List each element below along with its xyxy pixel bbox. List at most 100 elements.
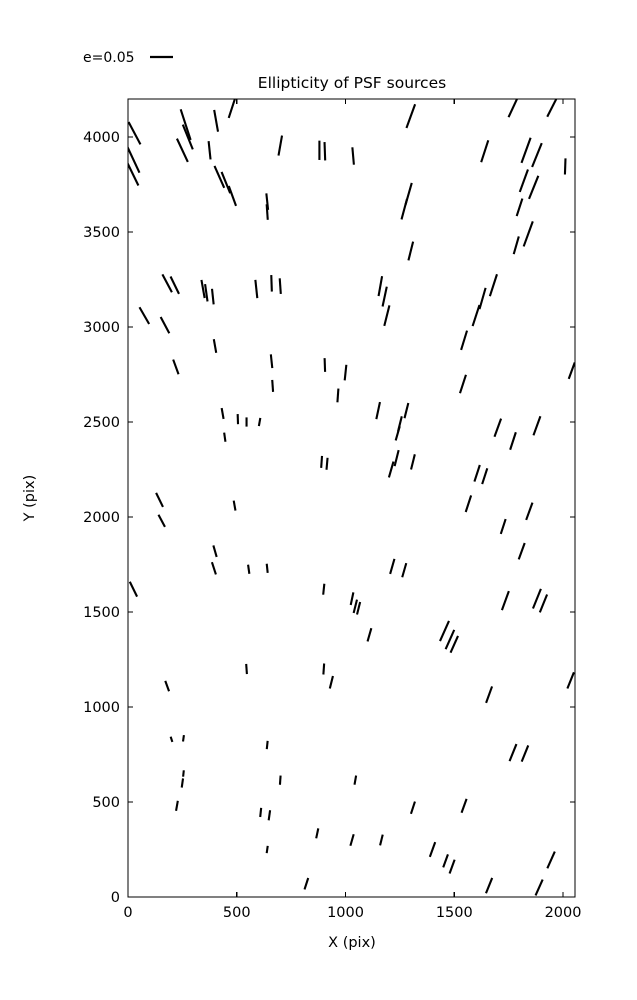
- whisker-marker: [518, 169, 529, 193]
- whisker-marker: [265, 845, 269, 854]
- whisker-marker: [449, 635, 459, 654]
- whisker-marker: [164, 680, 171, 692]
- y-tick-label: 0: [111, 890, 120, 906]
- whisker-marker: [175, 800, 179, 811]
- whisker-marker: [546, 99, 558, 118]
- whisker-marker: [508, 743, 518, 762]
- whisker-series: [128, 99, 575, 896]
- whisker-marker: [507, 99, 519, 118]
- whisker-marker: [322, 663, 326, 675]
- whisker-marker: [213, 109, 220, 132]
- legend: e=0.05: [83, 50, 173, 66]
- whisker-marker: [444, 629, 456, 650]
- whisker-marker: [480, 139, 490, 163]
- whisker-marker: [155, 492, 164, 508]
- whisker-marker: [448, 859, 456, 874]
- whisker-marker: [270, 274, 273, 292]
- whisker-marker: [182, 770, 185, 777]
- whisker-marker: [407, 241, 415, 261]
- y-tick-label: 3000: [83, 320, 120, 336]
- whisker-marker: [315, 828, 320, 839]
- whisker-marker: [499, 518, 507, 535]
- whisker-marker: [210, 561, 217, 575]
- y-tick-label: 1000: [83, 700, 120, 716]
- whisker-marker: [567, 362, 575, 380]
- whisker-marker: [410, 454, 416, 470]
- whisker-marker: [512, 236, 520, 255]
- whisker-marker: [175, 138, 189, 163]
- whisker-marker: [320, 455, 324, 468]
- whisker-marker: [377, 275, 384, 297]
- whisker-marker: [138, 306, 151, 325]
- whisker-marker: [509, 431, 517, 451]
- whisker-marker: [349, 592, 355, 606]
- y-tick-label: 4000: [83, 130, 120, 146]
- whisker-marker: [128, 146, 141, 174]
- whisker-marker: [375, 401, 381, 420]
- whisker-marker: [538, 594, 549, 613]
- whisker-marker: [207, 141, 212, 160]
- x-tick-label: 500: [223, 905, 251, 921]
- whisker-marker: [442, 854, 449, 868]
- whisker-marker: [394, 426, 401, 441]
- whisker-marker: [322, 583, 326, 595]
- y-tick-label: 2500: [83, 415, 120, 431]
- whisker-marker: [366, 627, 373, 642]
- whisker-marker: [458, 374, 467, 394]
- whisker-marker: [271, 379, 275, 392]
- whisker-marker: [245, 663, 248, 675]
- whisker-marker: [471, 304, 481, 327]
- whisker-marker: [381, 286, 388, 307]
- whisker-marker: [409, 801, 416, 815]
- whisker-marker: [464, 495, 473, 513]
- y-tick-label: 2000: [83, 510, 120, 526]
- whisker-marker: [267, 810, 272, 821]
- axes-spines: [127, 98, 576, 898]
- whisker-marker: [161, 273, 173, 293]
- whisker-marker: [336, 388, 340, 403]
- whisker-marker: [128, 161, 140, 186]
- whisker-marker: [210, 288, 215, 305]
- whisker-marker: [393, 449, 400, 467]
- whisker-marker: [401, 562, 408, 578]
- page-title: Ellipticity of PSF sources: [258, 74, 446, 92]
- whisker-marker: [428, 841, 437, 858]
- whisker-marker: [522, 221, 534, 247]
- whisker-marker: [223, 432, 227, 442]
- whisker-marker: [232, 500, 237, 511]
- whisker-marker: [485, 877, 494, 894]
- whisker-marker: [389, 558, 396, 575]
- whisker-marker: [227, 185, 238, 207]
- whisker-marker: [531, 142, 543, 168]
- whisker-marker: [493, 418, 503, 438]
- whisker-marker: [277, 135, 284, 156]
- whisker-marker: [220, 171, 232, 194]
- whisker-marker: [254, 279, 259, 299]
- whisker-marker: [157, 514, 166, 528]
- x-axis-ticks: 0 500 1000 1500 2000: [123, 99, 581, 921]
- whisker-marker: [259, 807, 263, 818]
- whisker-marker: [534, 879, 544, 896]
- whisker-marker: [488, 273, 498, 297]
- whisker-marker: [172, 359, 180, 375]
- whisker-marker: [473, 464, 481, 482]
- x-tick-label: 2000: [545, 905, 582, 921]
- y-axis-title: Y (pix): [22, 475, 38, 523]
- x-tick-label: 1500: [436, 905, 473, 921]
- whisker-marker: [403, 402, 410, 419]
- whisker-marker: [460, 330, 469, 351]
- whisker-marker: [257, 417, 262, 427]
- whisker-marker: [525, 502, 534, 521]
- whisker-marker: [379, 834, 384, 846]
- y-tick-label: 500: [92, 795, 120, 811]
- y-axis-ticks: 0 500 1000 1500 2000 2500 3000 3500 4000: [83, 130, 575, 906]
- x-axis-title: X (pix): [328, 935, 376, 951]
- whisker-marker: [343, 364, 348, 381]
- whisker-marker: [352, 599, 358, 614]
- whisker-marker: [278, 278, 282, 295]
- whisker-marker: [349, 833, 355, 847]
- whisker-marker: [485, 686, 494, 704]
- whisker-marker: [212, 339, 218, 353]
